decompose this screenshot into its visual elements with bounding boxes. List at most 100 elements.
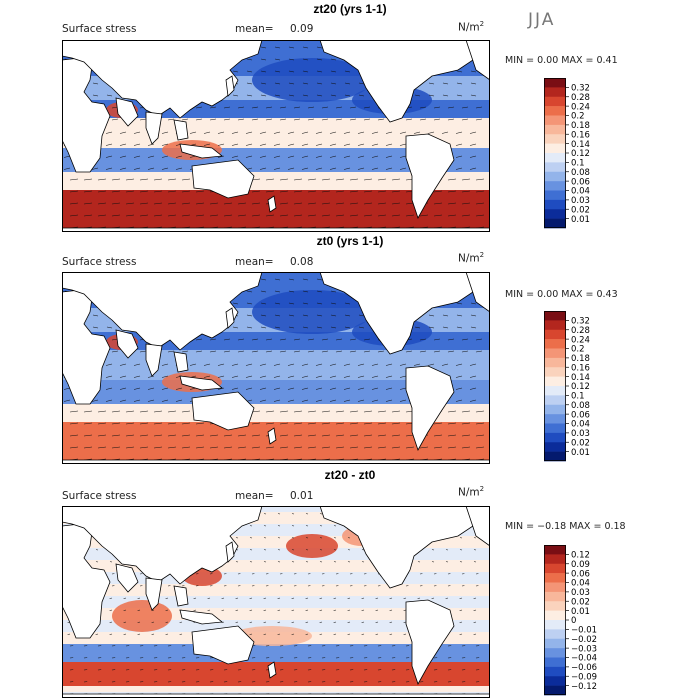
wind-vector bbox=[305, 621, 309, 623]
field-band bbox=[62, 530, 490, 537]
wind-vector bbox=[109, 621, 113, 623]
wind-vector bbox=[221, 597, 225, 599]
wind-vector bbox=[433, 434, 443, 437]
field-band bbox=[62, 422, 490, 429]
wind-vector bbox=[349, 410, 359, 413]
wind-vector bbox=[385, 399, 393, 402]
wind-vector bbox=[161, 375, 169, 378]
field-band bbox=[62, 284, 490, 291]
wind-vector bbox=[302, 82, 309, 85]
wind-vector bbox=[301, 155, 309, 158]
colorbar-swatch bbox=[544, 209, 566, 219]
wind-vector bbox=[259, 131, 267, 134]
wind-vector bbox=[167, 202, 177, 205]
wind-vector bbox=[293, 214, 303, 217]
colorbar-tick-label: −0.09 bbox=[571, 672, 597, 682]
wind-vector bbox=[175, 387, 183, 390]
colorbar-swatch bbox=[544, 357, 566, 368]
wind-vector bbox=[167, 350, 175, 353]
wind-vector bbox=[274, 290, 281, 293]
field-band bbox=[62, 160, 490, 167]
wind-vector bbox=[419, 446, 429, 449]
wind-vector bbox=[316, 290, 323, 293]
wind-vector bbox=[347, 621, 351, 623]
wind-vector bbox=[469, 387, 477, 390]
colorbar-swatch bbox=[544, 171, 566, 182]
wind-vector bbox=[358, 314, 365, 317]
wind-vector bbox=[279, 106, 287, 109]
wind-vector bbox=[153, 434, 163, 437]
colorbar-tick-label: 0.16 bbox=[571, 130, 590, 140]
wind-vector bbox=[316, 82, 323, 85]
wind-vector bbox=[335, 202, 345, 205]
wind-vector bbox=[316, 314, 323, 317]
wind-vector bbox=[375, 621, 379, 623]
wind-vector bbox=[69, 434, 79, 437]
wind-vector bbox=[91, 399, 99, 402]
wind-vector bbox=[111, 422, 121, 425]
wind-vector bbox=[251, 214, 261, 217]
wind-vector bbox=[441, 363, 449, 366]
wind-vector bbox=[377, 434, 387, 437]
wind-vector bbox=[389, 633, 393, 635]
wind-vector bbox=[147, 167, 155, 170]
wind-vector bbox=[358, 82, 365, 85]
colorbar-swatch bbox=[544, 610, 566, 621]
landmass bbox=[145, 577, 163, 611]
wind-vector bbox=[263, 609, 267, 611]
wind-vector bbox=[123, 597, 127, 599]
wind-vector bbox=[288, 290, 295, 293]
wind-vector bbox=[405, 350, 413, 353]
wind-vector bbox=[161, 363, 169, 366]
wind-vector bbox=[473, 609, 477, 611]
wind-vector bbox=[203, 143, 211, 146]
colorbar-tick-label: 0.24 bbox=[571, 335, 590, 345]
wind-vector bbox=[273, 363, 281, 366]
wind-vector bbox=[133, 143, 141, 146]
wind-vector bbox=[69, 422, 79, 425]
wind-vector bbox=[470, 82, 477, 85]
wind-vector bbox=[251, 410, 261, 413]
wind-vector bbox=[461, 190, 471, 193]
wind-vector bbox=[249, 621, 253, 623]
colorbar-tick-label: 0.12 bbox=[571, 382, 590, 392]
wind-vector bbox=[181, 434, 191, 437]
wind-vector bbox=[274, 302, 281, 305]
wind-vector bbox=[371, 143, 379, 146]
wind-vector bbox=[403, 597, 407, 599]
landmass bbox=[145, 343, 163, 377]
wind-vector bbox=[330, 326, 337, 329]
field-band bbox=[62, 404, 490, 411]
wind-vector bbox=[330, 70, 337, 73]
wind-vector bbox=[105, 155, 113, 158]
landmass bbox=[465, 272, 490, 313]
landmass bbox=[225, 75, 235, 97]
landmass bbox=[179, 143, 224, 159]
wind-vector bbox=[291, 621, 295, 623]
wind-vector bbox=[63, 399, 71, 402]
colorbar-tick-label: 0.1 bbox=[571, 392, 585, 402]
landmass bbox=[145, 111, 163, 145]
panel1-variable-label: Surface stress bbox=[62, 23, 137, 35]
field-band bbox=[62, 184, 490, 191]
colorbar-tick-label: 0.1 bbox=[571, 159, 585, 169]
colorbar-tick-label: 0.03 bbox=[571, 429, 590, 439]
field-band bbox=[62, 650, 490, 657]
colorbar-swatch bbox=[544, 545, 566, 555]
wind-vector bbox=[475, 338, 483, 341]
wind-vector bbox=[301, 363, 309, 366]
wind-vector bbox=[461, 214, 471, 217]
wind-vector bbox=[315, 363, 323, 366]
wind-vector bbox=[265, 422, 275, 425]
wind-vector bbox=[111, 446, 121, 449]
wind-vector bbox=[428, 314, 435, 317]
wind-vector bbox=[475, 190, 485, 193]
wind-vector bbox=[147, 143, 155, 146]
colorbar-swatch bbox=[544, 311, 566, 321]
wind-vector bbox=[231, 375, 239, 378]
wind-vector bbox=[347, 633, 351, 635]
landmass bbox=[115, 329, 139, 359]
wind-vector bbox=[405, 214, 415, 217]
wind-vector bbox=[265, 118, 273, 121]
wind-vector bbox=[347, 597, 351, 599]
